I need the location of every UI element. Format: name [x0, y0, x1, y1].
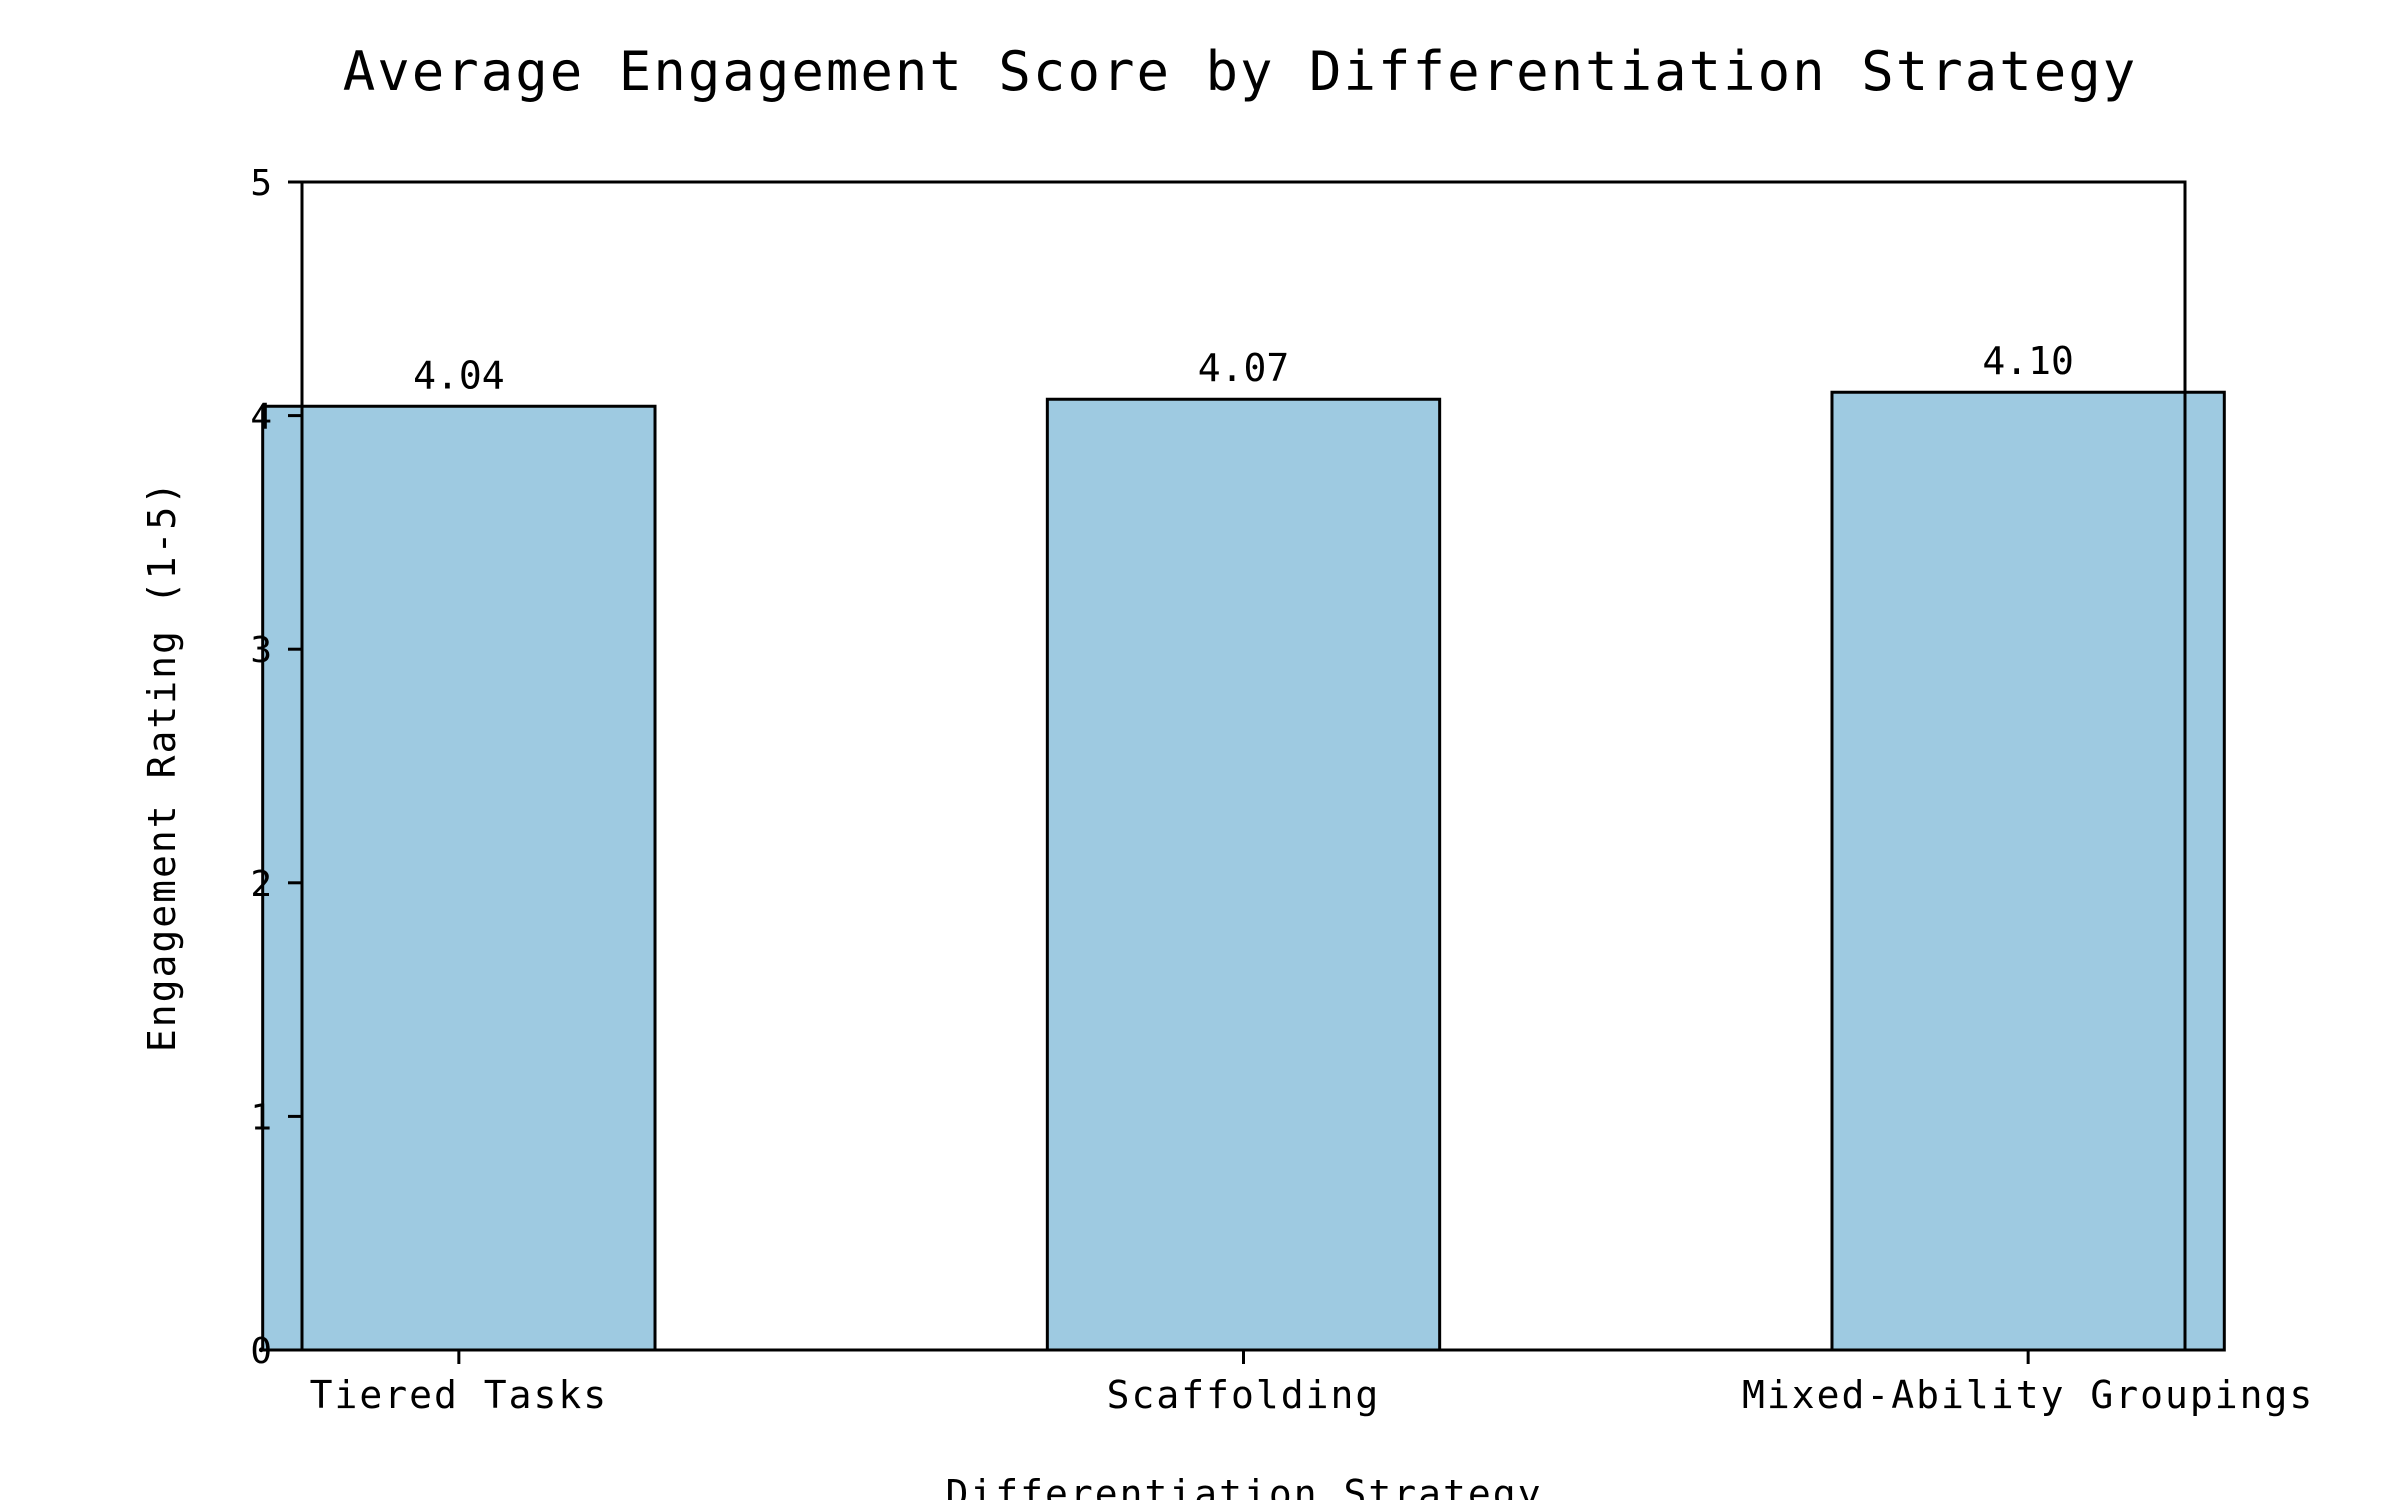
- bar-2: [1045, 397, 1442, 1352]
- bars-layer: [261, 390, 2226, 1352]
- bar-1: [261, 404, 657, 1352]
- y-tick-label-5: 5: [250, 163, 272, 204]
- y-tick-label-3: 3: [250, 630, 272, 671]
- y-tick-label-4: 4: [250, 397, 272, 438]
- y-tick-label-0: 0: [250, 1331, 272, 1372]
- bar-value-label-1: 4.04: [413, 353, 505, 397]
- bar-value-label-2: 4.07: [1198, 346, 1290, 390]
- bar-3: [1830, 390, 2226, 1352]
- x-axis-ticks: Tiered Tasks Scaffolding Mixed-Ability Gro…: [310, 1350, 2314, 1417]
- x-axis-label: Differentiation Strategy: [945, 1472, 1542, 1500]
- y-tick-label-2: 2: [250, 864, 272, 905]
- value-labels-layer: 4.04 4.07 4.10: [413, 339, 2074, 397]
- x-tick-label-2: Scaffolding: [1107, 1373, 1381, 1417]
- y-axis-ticks: 0 1 2 3 4 5: [250, 163, 302, 1372]
- y-tick-label-1: 1: [250, 1097, 272, 1138]
- x-tick-label-3: Mixed-Ability Groupings: [1742, 1373, 2314, 1417]
- bar-value-label-3: 4.10: [1982, 339, 2074, 383]
- y-axis-label: Engagement Rating (1-5): [140, 480, 184, 1052]
- chart-title: Average Engagement Score by Differentiat…: [343, 40, 2138, 103]
- x-tick-label-1: Tiered Tasks: [310, 1373, 609, 1417]
